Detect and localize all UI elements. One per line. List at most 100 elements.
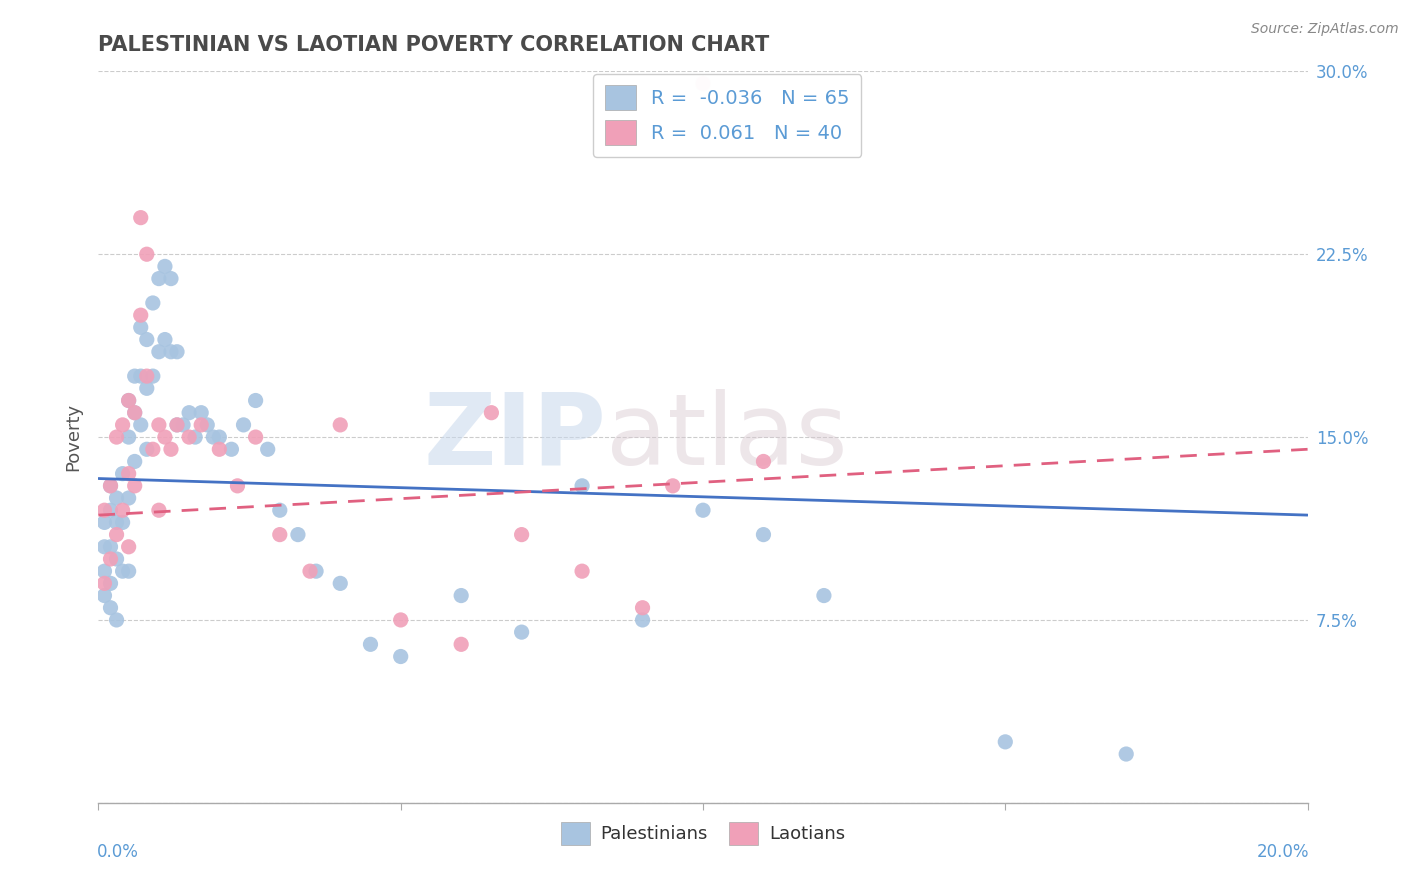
Point [100, 540, 122, 554]
Point [166, 344, 188, 359]
Point [226, 479, 249, 493]
Point [100, 503, 122, 517]
Point [111, 417, 134, 432]
Point [389, 649, 412, 664]
Text: Source: ZipAtlas.com: Source: ZipAtlas.com [1251, 22, 1399, 37]
Point [118, 564, 141, 578]
Point [105, 491, 128, 505]
Point [631, 600, 654, 615]
Point [93, 540, 115, 554]
Point [692, 77, 714, 91]
Point [124, 479, 146, 493]
Point [190, 417, 212, 432]
Point [184, 430, 207, 444]
Point [118, 491, 141, 505]
Point [148, 271, 170, 285]
Point [692, 503, 714, 517]
Point [256, 442, 278, 457]
Point [135, 442, 157, 457]
Point [148, 417, 170, 432]
Point [661, 479, 683, 493]
Point [1115, 747, 1137, 761]
Point [93, 576, 115, 591]
Point [195, 417, 218, 432]
Point [135, 369, 157, 384]
Point [232, 417, 254, 432]
Point [142, 296, 165, 310]
Point [100, 479, 122, 493]
Point [190, 406, 212, 420]
Point [153, 260, 176, 274]
Text: atlas: atlas [606, 389, 848, 485]
Point [142, 442, 165, 457]
Point [105, 527, 128, 541]
Point [105, 516, 128, 530]
Point [118, 430, 141, 444]
Point [813, 589, 835, 603]
Point [631, 613, 654, 627]
Point [994, 735, 1017, 749]
Point [100, 479, 122, 493]
Point [124, 406, 146, 420]
Point [172, 417, 194, 432]
Point [93, 516, 115, 530]
Point [100, 600, 122, 615]
Point [124, 406, 146, 420]
Point [153, 430, 176, 444]
Point [329, 576, 352, 591]
Point [571, 479, 593, 493]
Text: ZIP: ZIP [423, 389, 606, 485]
Point [129, 320, 152, 334]
Text: 20.0%: 20.0% [1257, 843, 1309, 861]
Point [100, 576, 122, 591]
Point [450, 589, 472, 603]
Point [118, 393, 141, 408]
Point [153, 333, 176, 347]
Point [510, 527, 533, 541]
Point [245, 393, 267, 408]
Point [221, 442, 243, 457]
Point [245, 430, 267, 444]
Point [450, 637, 472, 651]
Point [202, 430, 225, 444]
Point [166, 417, 188, 432]
Point [148, 344, 170, 359]
Point [179, 406, 201, 420]
Point [160, 344, 183, 359]
Point [135, 381, 157, 395]
Point [510, 625, 533, 640]
Point [481, 406, 503, 420]
Point [752, 527, 775, 541]
Point [129, 211, 152, 225]
Point [571, 564, 593, 578]
Point [208, 430, 231, 444]
Point [111, 516, 134, 530]
Point [93, 503, 115, 517]
Point [179, 430, 201, 444]
Point [160, 442, 183, 457]
Legend: Palestinians, Laotians: Palestinians, Laotians [554, 814, 852, 852]
Point [111, 564, 134, 578]
Point [124, 454, 146, 468]
Point [118, 393, 141, 408]
Point [148, 503, 170, 517]
Point [166, 417, 188, 432]
Point [269, 527, 291, 541]
Text: 0.0%: 0.0% [97, 843, 139, 861]
Point [124, 369, 146, 384]
Text: PALESTINIAN VS LAOTIAN POVERTY CORRELATION CHART: PALESTINIAN VS LAOTIAN POVERTY CORRELATI… [98, 35, 769, 54]
Point [160, 271, 183, 285]
Point [752, 454, 775, 468]
Point [129, 308, 152, 322]
Point [105, 430, 128, 444]
Point [111, 467, 134, 481]
Point [299, 564, 322, 578]
Point [305, 564, 328, 578]
Point [111, 503, 134, 517]
Y-axis label: Poverty: Poverty [65, 403, 83, 471]
Point [360, 637, 382, 651]
Point [269, 503, 291, 517]
Point [287, 527, 309, 541]
Point [389, 613, 412, 627]
Point [118, 467, 141, 481]
